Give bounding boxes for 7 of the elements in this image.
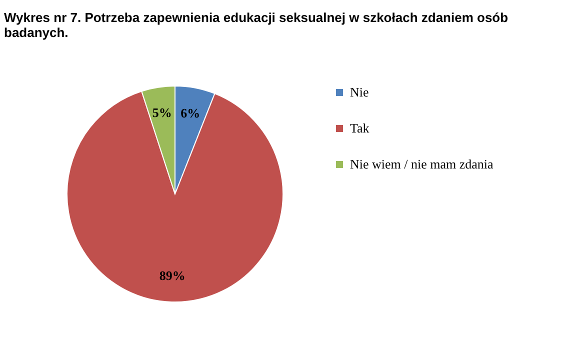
data-label: 6% [180, 105, 200, 120]
legend-label: Tak [350, 120, 370, 136]
data-label: 5% [152, 105, 172, 120]
legend-label: Nie wiem / nie mam zdania [350, 156, 494, 172]
chart-title: Wykres nr 7. Potrzeba zapewnienia edukacji seksualnej w szkołach zdaniem osób badanych. [4, 10, 508, 40]
legend-label: Nie [350, 84, 369, 100]
data-label: 89% [159, 268, 186, 283]
